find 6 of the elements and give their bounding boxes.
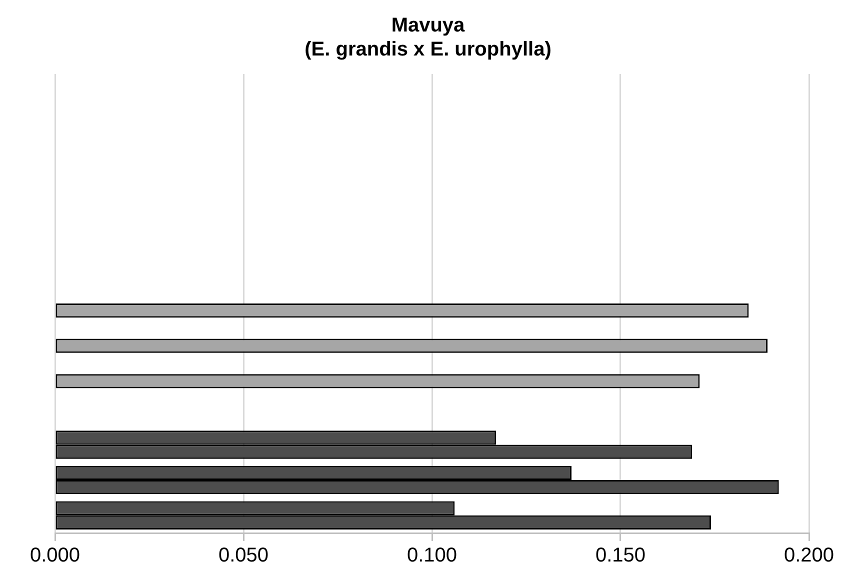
x-tick-label: 0.200 [784, 544, 834, 567]
x-tick-label: 0.050 [218, 544, 269, 567]
x-tick-label: 0.100 [406, 544, 458, 567]
chart-title: Mavuya (E. grandis x E. urophylla) [304, 14, 552, 61]
x-tick-label: 0.150 [595, 544, 646, 567]
x-tick-label: 0.000 [30, 544, 80, 567]
